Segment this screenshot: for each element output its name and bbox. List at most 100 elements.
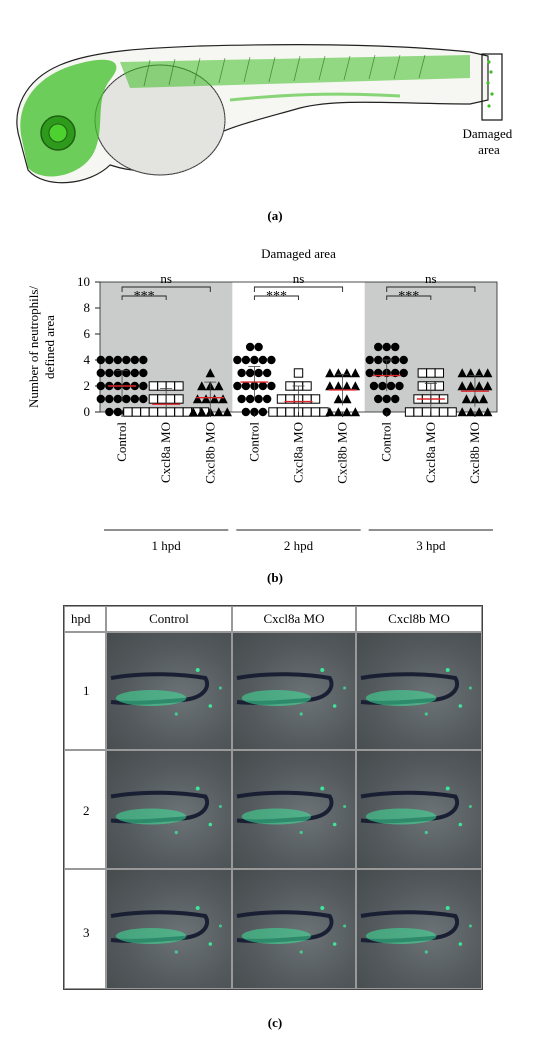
data-point [205,368,215,378]
data-point [139,368,148,378]
data-point [395,381,404,391]
data-point [391,342,400,352]
data-point [174,394,184,404]
data-point [430,407,440,417]
data-point [139,394,148,404]
data-point [201,394,211,404]
col-header-control: Control [106,606,232,632]
data-point [267,355,276,365]
data-point [333,381,344,391]
data-point [258,407,268,417]
data-point [474,368,484,378]
data-point [404,407,415,417]
group-label: 1 hpd [152,538,182,553]
data-point [391,394,400,404]
caption-c: (c) [267,1015,283,1030]
data-point [325,381,335,391]
group-label: 3 hpd [416,538,446,553]
data-point [105,368,114,378]
sig-bracket-ns [121,286,211,292]
data-point [254,394,263,404]
micrograph-tile [106,869,232,989]
data-point [130,368,140,378]
micrograph-tile [356,869,482,989]
sig-label-stars: *** [398,289,419,304]
data-point [130,394,140,404]
data-point [267,381,276,391]
data-point [262,368,272,378]
data-point [258,381,268,391]
data-point [148,381,159,391]
data-point [482,381,493,391]
x-tick-label: Control [379,422,394,462]
data-point [482,407,493,417]
chart-title: Damaged area [261,246,336,261]
x-tick-label: Cxcl8a MO [158,422,173,483]
data-point [350,381,361,391]
data-point [382,342,391,352]
y-tick-label: 10 [77,274,90,289]
y-tick-label: 0 [84,404,91,419]
data-point [474,407,484,417]
data-point [293,368,304,378]
sig-bracket-stars [253,295,299,300]
data-point [350,407,361,417]
data-point [214,381,224,391]
data-point [197,407,207,417]
data-point [386,381,396,391]
caption-b: (b) [267,570,283,585]
data-point [113,394,123,404]
data-point [174,381,184,391]
x-tick-label: Cxcl8b MO [335,422,350,484]
data-point [374,355,383,365]
data-point [382,394,391,404]
micrograph-drawing [236,786,347,835]
data-point [105,407,114,417]
data-point [113,407,123,417]
data-point [262,394,272,404]
data-point [241,381,251,391]
data-point [378,381,387,391]
sig-bracket-ns [386,286,476,292]
data-point [165,394,176,404]
sig-bracket-stars [121,295,167,300]
data-point [188,407,198,417]
data-point [237,394,246,404]
data-point [233,355,242,365]
data-point [465,381,476,391]
data-point [399,368,408,378]
sig-label-stars: *** [134,289,155,304]
micrograph-tile [356,632,482,750]
data-point [241,355,251,365]
sig-bracket-stars [386,295,432,300]
data-point [245,368,255,378]
sig-bracket-ns [253,286,344,292]
data-point [310,407,321,417]
data-point [285,407,295,417]
micrograph-tile [232,632,356,750]
data-point [325,407,335,417]
data-point [131,407,142,417]
micrograph-drawing [360,668,472,716]
micrograph-tile [232,750,356,869]
row-header-1: 1 [64,632,106,750]
data-point [302,407,312,417]
trunk-somites [120,55,470,88]
micrograph-drawing [360,906,472,954]
caption-a: (a) [267,208,283,223]
data-point [421,407,432,417]
data-point [399,355,408,365]
damaged-area-label: Damaged area [462,126,515,157]
data-point [192,394,203,404]
micrograph-drawing [110,668,222,716]
data-point [333,394,344,404]
x-tick-label: Cxcl8a MO [423,422,438,483]
y-axis-label: Number of neutrophils/defined area [26,286,57,408]
data-point [233,381,242,391]
data-point [222,407,232,417]
x-tick-label: Cxcl8b MO [467,422,482,484]
sig-label-ns: ns [293,271,305,286]
data-point [148,394,159,404]
data-point [457,381,467,391]
data-point [310,394,321,404]
